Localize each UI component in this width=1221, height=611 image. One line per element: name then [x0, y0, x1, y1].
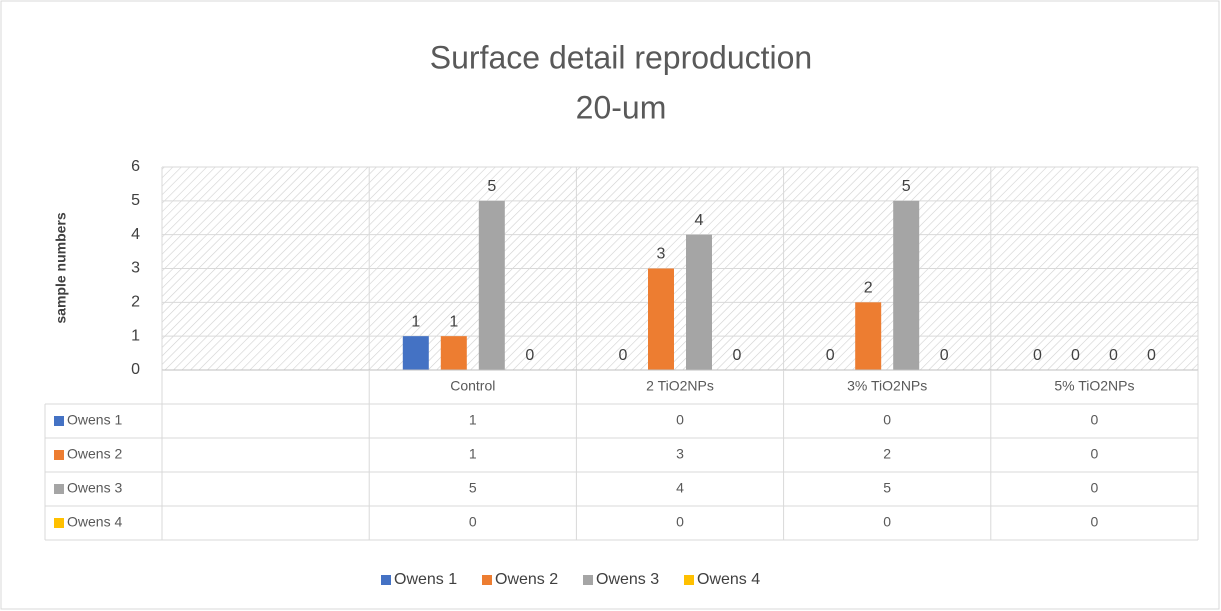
data-label: 0	[733, 347, 742, 364]
x-tick-label: 3% TiO2NPs	[847, 378, 927, 394]
bar	[478, 200, 505, 370]
table-cell: 2	[883, 446, 891, 462]
y-axis-label: sample numbers	[53, 212, 69, 323]
table-cell: 5	[883, 480, 891, 496]
data-label: 3	[657, 246, 666, 263]
data-label: 0	[619, 347, 628, 364]
bar	[648, 268, 674, 370]
bar	[686, 234, 712, 370]
x-tick-label: Control	[450, 378, 495, 394]
table-legend-key	[54, 416, 64, 426]
table-cell: 0	[1091, 412, 1099, 428]
table-row-label: Owens 1	[67, 412, 122, 428]
legend-key	[482, 575, 492, 585]
legend-label: Owens 4	[697, 571, 760, 588]
table-row-label: Owens 4	[67, 514, 122, 530]
table-cell: 3	[676, 446, 684, 462]
legend-label: Owens 3	[596, 571, 659, 588]
table-cell: 0	[883, 514, 891, 530]
bar	[440, 336, 467, 370]
y-tick-label: 2	[131, 294, 140, 311]
legend-label: Owens 2	[495, 571, 558, 588]
data-label: 0	[826, 347, 835, 364]
data-label: 0	[1033, 347, 1042, 364]
bar	[402, 336, 429, 370]
data-label: 2	[864, 280, 873, 297]
data-label: 4	[695, 212, 704, 229]
legend-key	[583, 575, 593, 585]
y-tick-label: 0	[131, 361, 140, 378]
y-tick-label: 4	[131, 226, 140, 243]
table-cell: 1	[469, 412, 477, 428]
table-cell: 5	[469, 480, 477, 496]
y-tick-label: 1	[131, 327, 140, 344]
y-tick-label: 3	[131, 260, 140, 277]
data-label: 0	[1071, 347, 1080, 364]
data-label: 1	[449, 313, 458, 330]
table-row-label: Owens 3	[67, 480, 122, 496]
data-label: 1	[411, 313, 420, 330]
chart-subtitle: 20-um	[576, 89, 667, 125]
table-cell: 0	[676, 412, 684, 428]
legend-key	[684, 575, 694, 585]
table-cell: 4	[676, 480, 684, 496]
table-cell: 0	[1091, 480, 1099, 496]
y-tick-label: 6	[131, 158, 140, 175]
data-label: 0	[1147, 347, 1156, 364]
chart-title: Surface detail reproduction	[430, 39, 812, 75]
x-tick-label: 2 TiO2NPs	[646, 378, 714, 394]
data-label: 5	[902, 178, 911, 195]
table-cell: 0	[676, 514, 684, 530]
table-cell: 1	[469, 446, 477, 462]
data-label: 0	[525, 347, 534, 364]
y-tick-label: 5	[131, 192, 140, 209]
table-cell: 0	[1091, 446, 1099, 462]
data-label: 0	[1109, 347, 1118, 364]
table-legend-key	[54, 484, 64, 494]
table-legend-key	[54, 450, 64, 460]
bar	[855, 302, 882, 370]
table-cell: 0	[1091, 514, 1099, 530]
data-label: 0	[940, 347, 949, 364]
table-row-label: Owens 2	[67, 446, 122, 462]
legend-label: Owens 1	[394, 571, 457, 588]
legend-key	[381, 575, 391, 585]
table-cell: 0	[469, 514, 477, 530]
bar	[893, 200, 920, 370]
table-cell: 0	[883, 412, 891, 428]
x-tick-label: 5% TiO2NPs	[1054, 378, 1134, 394]
data-label: 5	[487, 178, 496, 195]
table-legend-key	[54, 518, 64, 528]
